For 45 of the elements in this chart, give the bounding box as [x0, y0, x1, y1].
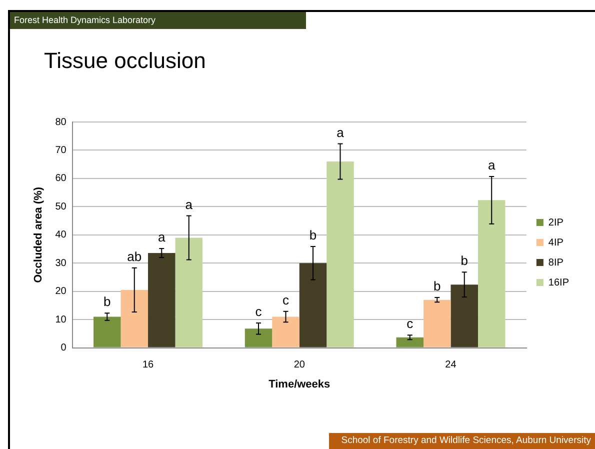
bar [120, 290, 148, 348]
bar [424, 300, 451, 348]
y-tick-label: 20 [55, 286, 67, 298]
chart-title: Tissue occlusion [44, 48, 206, 74]
bar [396, 337, 424, 348]
data-label: b [460, 253, 468, 268]
bar [94, 316, 121, 348]
text: School of Forestry and Wildlife Sciences, Auburn University [329, 433, 595, 449]
y-tick-label: 50 [55, 201, 67, 212]
bar [299, 263, 327, 348]
bar [175, 238, 202, 348]
data-label: a [488, 158, 496, 173]
legend-label: 8IP [548, 257, 564, 268]
bar [148, 252, 176, 348]
data-label: ab [127, 249, 142, 264]
bar [450, 284, 478, 348]
y-tick-label: 80 [55, 116, 67, 128]
y-tick-label: 70 [55, 144, 67, 156]
data-label: b [309, 228, 317, 243]
y-tick-label: 60 [55, 173, 67, 184]
y-tick-label: 0 [60, 342, 67, 354]
data-label: c [282, 292, 290, 308]
bar [244, 328, 272, 348]
x-tick-label: 20 [294, 360, 306, 371]
bar [326, 162, 354, 348]
y-tick-label: 30 [55, 258, 67, 269]
bar [478, 200, 506, 348]
bar [272, 316, 300, 348]
y-tick-label: 40 [55, 230, 67, 241]
x-tick-label: 16 [142, 360, 154, 371]
legend-label: 2IP [548, 217, 564, 228]
y-tick-label: 10 [55, 314, 67, 326]
data-label: a [185, 196, 194, 212]
data-label: c [406, 316, 414, 332]
data-label: c [255, 304, 262, 320]
y-axis-title: Occluded area (%) [32, 186, 45, 283]
x-tick-label: 24 [445, 360, 457, 371]
legend-label: 4IP [548, 237, 564, 248]
data-label: b [104, 294, 111, 310]
x-axis-title: Time/weeks [268, 378, 330, 390]
data-label: b [434, 278, 441, 294]
data-label: a [158, 230, 166, 245]
text: Forest Health Dynamics Laboratory [10, 12, 306, 29]
data-label: a [336, 124, 345, 140]
legend-label: 16IP [548, 277, 570, 288]
